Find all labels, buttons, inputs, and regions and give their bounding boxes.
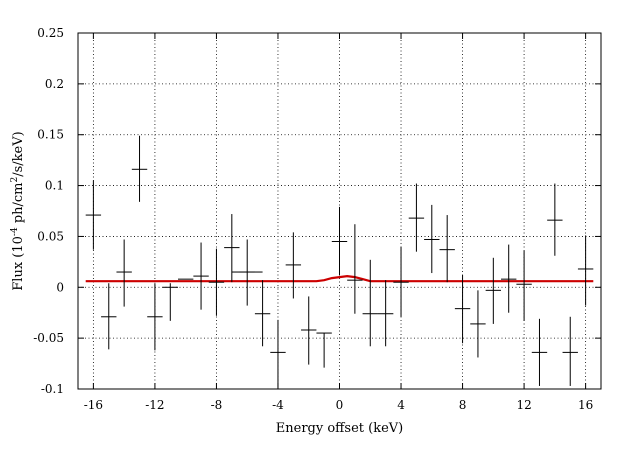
data-point [331, 206, 348, 276]
x-tick-label: -4 [272, 398, 284, 412]
x-tick-label: 4 [397, 398, 405, 412]
data-point [439, 215, 455, 283]
data-point [362, 259, 378, 347]
data-point [131, 135, 148, 202]
plot-frame [77, 32, 602, 390]
axis-ticks [78, 32, 601, 390]
data-point [393, 246, 409, 317]
data-point [193, 242, 209, 310]
y-tick-labels: -0.1 -0.05 0 0.05 0.1 0.15 0.2 0.25 [33, 26, 64, 396]
data-point [577, 235, 594, 306]
x-tick-label: -8 [211, 398, 223, 412]
data-point [147, 283, 163, 351]
data-point [547, 183, 563, 256]
y-tick-label: 0.1 [45, 179, 64, 193]
data-point [254, 280, 271, 347]
data-point [454, 275, 471, 344]
data-point [408, 183, 425, 252]
data-point [116, 239, 132, 307]
data-point [516, 250, 532, 321]
model-curve [85, 274, 594, 283]
x-tick-label: -16 [84, 398, 103, 412]
y-axis-label-prefix: Flux (10 [11, 236, 26, 291]
y-tick-label: 0.05 [37, 229, 64, 243]
y-axis-label-suffix: /s/keV) [11, 131, 26, 176]
data-point [162, 283, 178, 321]
data-point [316, 332, 332, 368]
y-tick-label: 0.15 [37, 128, 64, 142]
y-axis-label: Flux (10-4 ph/cm2/s/keV) [10, 131, 26, 290]
x-tick-label: 0 [336, 398, 344, 412]
data-point [347, 224, 363, 314]
data-point [424, 204, 440, 274]
data-point [270, 319, 286, 387]
y-tick-label: -0.05 [33, 331, 64, 345]
data-points-group [85, 135, 594, 387]
data-point [377, 280, 394, 347]
model-curve-group [85, 274, 594, 283]
data-point [301, 296, 317, 365]
data-point [562, 316, 578, 386]
data-point [485, 257, 502, 324]
data-point [531, 318, 548, 386]
y-tick-label: -0.1 [41, 382, 64, 396]
x-tick-label: 12 [516, 398, 531, 412]
x-tick-label: 16 [578, 398, 593, 412]
y-tick-label: 0.2 [45, 77, 64, 91]
y-axis-label-exponent-1: -4 [10, 227, 20, 236]
data-point [470, 290, 486, 358]
y-axis-label-middle: ph/cm [11, 182, 26, 227]
x-axis-label: Energy offset (keV) [276, 421, 403, 436]
data-point [501, 244, 517, 313]
y-axis-label-exponent-2: 2 [10, 177, 20, 183]
data-point [101, 283, 117, 350]
data-point [224, 214, 240, 283]
y-tick-label: 0.25 [37, 26, 64, 40]
x-tick-labels: -16 -12 -8 -4 0 4 8 12 16 [84, 398, 594, 412]
data-point [85, 180, 102, 250]
y-tick-label: 0 [56, 280, 64, 294]
x-tick-label: 8 [459, 398, 467, 412]
data-point [285, 232, 302, 299]
x-tick-label: -12 [145, 398, 164, 412]
data-point [239, 239, 255, 306]
data-point [208, 248, 225, 316]
